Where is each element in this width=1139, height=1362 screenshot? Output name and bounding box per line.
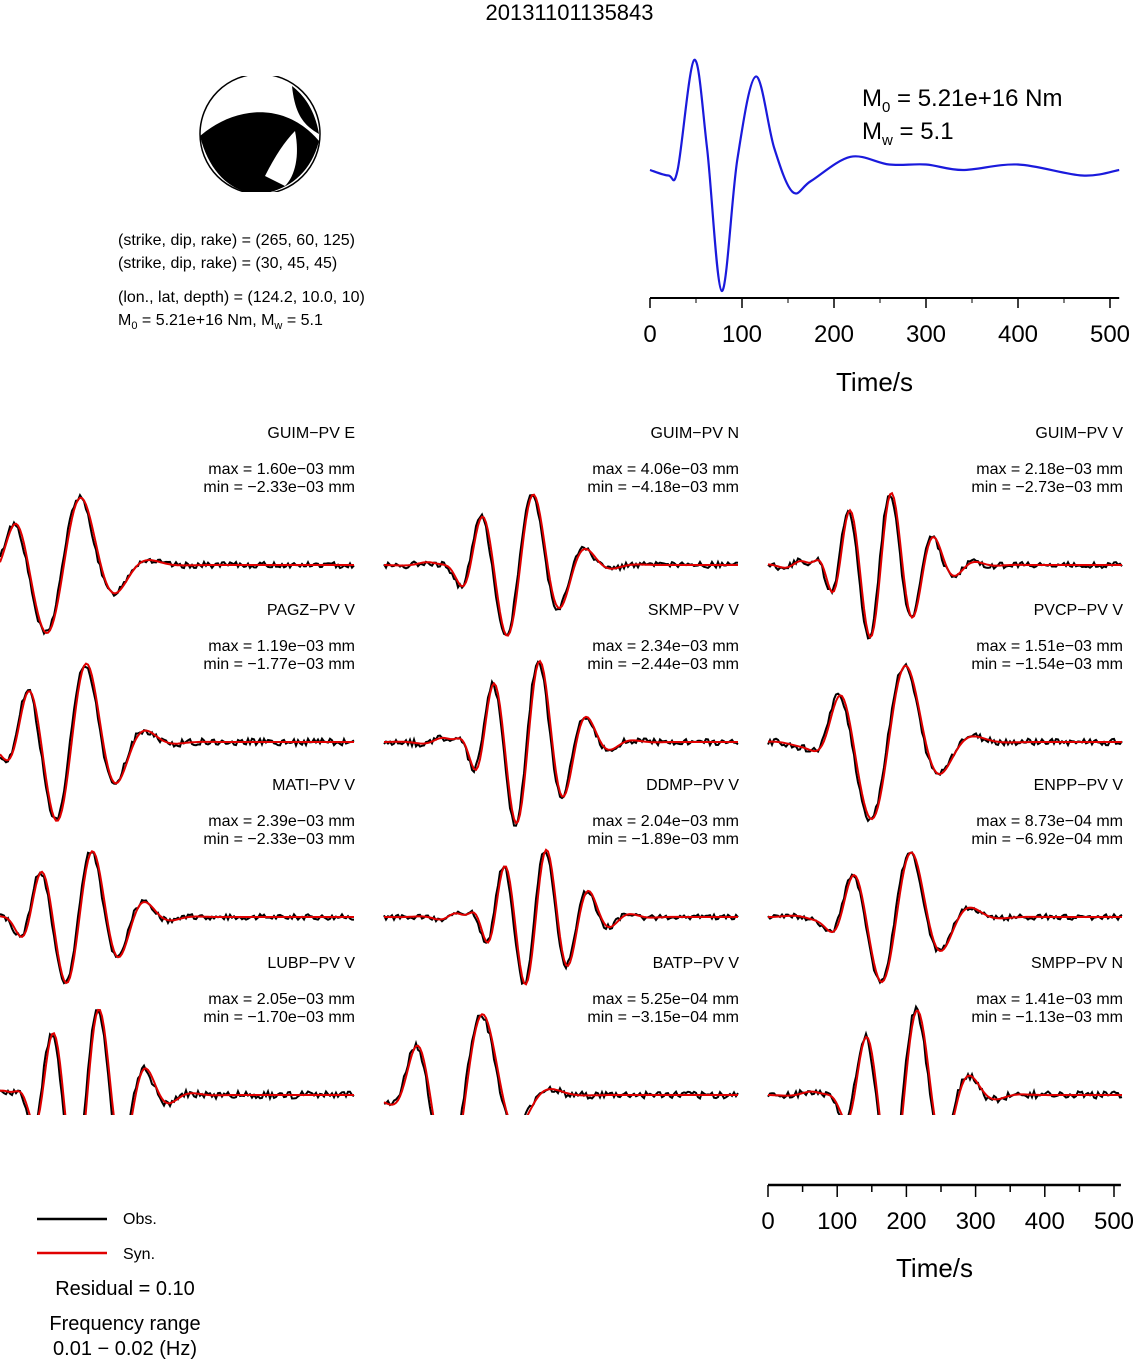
syn-trace <box>0 850 354 985</box>
station-max: max = 1.60e−03 mm <box>208 461 355 478</box>
stf-tick-label: 100 <box>722 321 762 348</box>
station-max: max = 2.39e−03 mm <box>208 813 355 830</box>
station-min: min = −1.77e−03 mm <box>203 656 355 673</box>
stf-moment-label: M0 = 5.21e+16 Nm <box>862 85 1063 116</box>
frequency-range-value: 0.01 − 0.02 (Hz) <box>53 1338 197 1360</box>
station-max: max = 8.73e−04 mm <box>976 813 1123 830</box>
syn-trace <box>384 659 738 825</box>
station-max: max = 2.05e−03 mm <box>208 991 355 1008</box>
frequency-range-title: Frequency range <box>49 1313 201 1335</box>
stf-tick-label: 200 <box>814 321 854 348</box>
stf-tick-label: 300 <box>906 321 946 348</box>
stf-tick-label: 400 <box>998 321 1038 348</box>
stf-tick-label: 500 <box>1090 321 1130 348</box>
station-name: SMPP−PV N <box>1030 955 1123 972</box>
station-min: min = −3.15e−04 mm <box>587 1009 739 1026</box>
station-name: PAGZ−PV V <box>266 602 355 619</box>
beachball-icon <box>199 76 321 192</box>
station-name: PVCP−PV V <box>1033 602 1123 619</box>
nodal-plane-2: (strike, dip, rake) = (30, 45, 45) <box>118 255 338 272</box>
obs-trace <box>383 1014 739 1115</box>
legend-lines <box>37 1217 107 1255</box>
syn-trace <box>384 848 738 986</box>
obs-trace <box>383 660 739 827</box>
station-min: min = −1.89e−03 mm <box>587 831 739 848</box>
syn-trace <box>768 664 1122 821</box>
station-name: ENPP−PV V <box>1033 777 1123 794</box>
station-name: GUIM−PV N <box>650 425 739 442</box>
waveform-tick-label: 0 <box>761 1208 774 1235</box>
station-min: min = −6.92e−04 mm <box>971 831 1123 848</box>
waveform-tick-label: 400 <box>1025 1208 1065 1235</box>
stf-xlabel: Time/s <box>836 367 914 397</box>
stf-magnitude-label: Mw = 5.1 <box>862 118 954 149</box>
stf-tick-label: 0 <box>643 321 656 348</box>
station-max: max = 2.34e−03 mm <box>592 638 739 655</box>
chart-title: 20131101135843 <box>485 0 654 25</box>
syn-trace <box>0 662 354 822</box>
station-min: min = −2.33e−03 mm <box>203 479 355 496</box>
station-max: max = 1.19e−03 mm <box>208 638 355 655</box>
syn-trace <box>767 491 1122 639</box>
stf-curve <box>649 58 1120 293</box>
obs-trace <box>767 494 1123 640</box>
syn-trace <box>768 1009 1122 1115</box>
waveform-tick-label: 100 <box>817 1208 857 1235</box>
waveform-time-axis: 0 100 200 300 400 500 <box>761 1183 1134 1235</box>
station-max: max = 2.04e−03 mm <box>592 813 739 830</box>
station-name: SKMP−PV V <box>647 602 739 619</box>
station-max: max = 4.06e−03 mm <box>592 461 739 478</box>
hypocenter-info: (lon., lat, depth) = (124.2, 10.0, 10) <box>118 289 365 306</box>
station-min: min = −4.18e−03 mm <box>587 479 739 496</box>
station-name: GUIM−PV V <box>1035 425 1123 442</box>
residual-label: Residual = 0.10 <box>55 1278 195 1300</box>
station-name: DDMP−PV V <box>646 777 739 794</box>
syn-trace <box>767 851 1122 984</box>
syn-trace <box>0 496 354 634</box>
waveform-tick-label: 300 <box>956 1208 996 1235</box>
station-min: min = −1.70e−03 mm <box>203 1009 355 1026</box>
syn-trace <box>0 1008 354 1115</box>
waveform-tick-label: 500 <box>1094 1208 1134 1235</box>
syn-trace <box>384 493 738 637</box>
station-min: min = −2.33e−03 mm <box>203 831 355 848</box>
station-max: max = 1.51e−03 mm <box>976 638 1123 655</box>
station-min: min = −2.73e−03 mm <box>971 479 1123 496</box>
waveform-tick-label: 200 <box>886 1208 926 1235</box>
nodal-plane-1: (strike, dip, rake) = (265, 60, 125) <box>118 232 355 249</box>
obs-trace <box>767 851 1123 985</box>
waveform-panels <box>0 491 1123 1115</box>
moment-info: M0 = 5.21e+16 Nm, Mw = 5.1 <box>118 312 323 333</box>
station-min: min = −1.54e−03 mm <box>971 656 1123 673</box>
station-max: max = 1.41e−03 mm <box>976 991 1123 1008</box>
station-min: min = −2.44e−03 mm <box>587 656 739 673</box>
station-name: BATP−PV V <box>652 955 739 972</box>
legend-syn-label: Syn. <box>123 1246 156 1263</box>
obs-trace <box>0 1009 355 1115</box>
station-max: max = 2.18e−03 mm <box>976 461 1123 478</box>
station-name: LUBP−PV V <box>267 955 355 972</box>
syn-trace <box>383 1013 738 1115</box>
station-name: MATI−PV V <box>272 777 355 794</box>
station-max: max = 5.25e−04 mm <box>592 991 739 1008</box>
station-min: min = −1.13e−03 mm <box>971 1009 1123 1026</box>
waveform-xlabel: Time/s <box>896 1253 974 1283</box>
legend-obs-label: Obs. <box>123 1211 157 1228</box>
source-time-function-plot: 0 100 200 300 400 500 <box>643 58 1130 348</box>
station-name: GUIM−PV E <box>267 425 355 442</box>
